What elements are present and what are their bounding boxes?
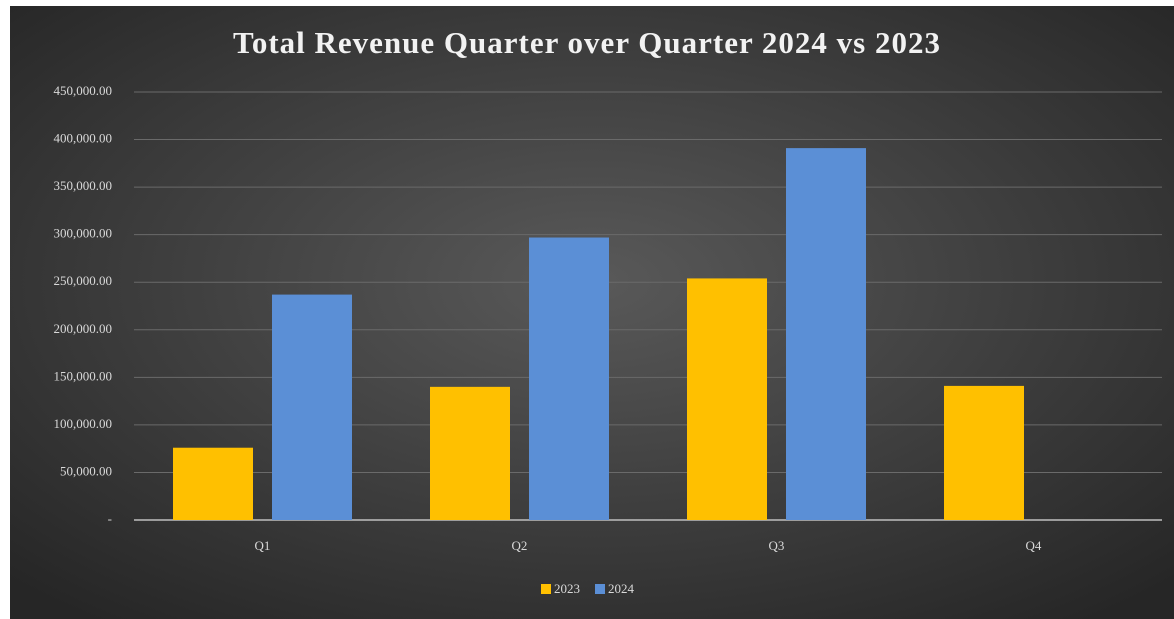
- bar: [786, 148, 866, 521]
- x-tick-label: Q3: [769, 538, 785, 553]
- x-tick-label: Q4: [1026, 538, 1042, 553]
- y-tick-label: 350,000.00: [54, 178, 113, 193]
- legend-swatch: [595, 584, 605, 594]
- bar: [529, 237, 609, 520]
- bar: [430, 386, 510, 520]
- y-tick-label: 150,000.00: [54, 368, 113, 383]
- y-tick-label: 250,000.00: [54, 273, 113, 288]
- y-tick-label: 300,000.00: [54, 226, 113, 241]
- legend-swatch: [541, 584, 551, 594]
- x-tick-label: Q1: [255, 538, 271, 553]
- legend-label: 2023: [554, 581, 580, 596]
- bar: [944, 385, 1024, 520]
- y-tick-label: 400,000.00: [54, 131, 113, 146]
- legend-label: 2024: [608, 581, 635, 596]
- bar: [272, 294, 352, 520]
- y-tick-label: 50,000.00: [60, 463, 112, 478]
- y-tick-label: -: [108, 511, 112, 526]
- bar: [687, 278, 767, 520]
- y-tick-label: 100,000.00: [54, 416, 113, 431]
- bar: [173, 447, 253, 520]
- chart-title: Total Revenue Quarter over Quarter 2024 …: [233, 25, 941, 60]
- y-tick-label: 450,000.00: [54, 83, 113, 98]
- x-tick-label: Q2: [512, 538, 528, 553]
- y-tick-label: 200,000.00: [54, 321, 113, 336]
